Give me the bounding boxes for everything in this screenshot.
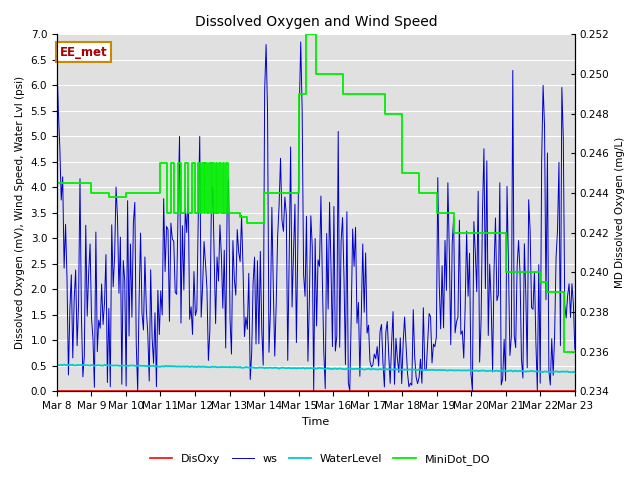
Legend: DisOxy, ws, WaterLevel, MiniDot_DO: DisOxy, ws, WaterLevel, MiniDot_DO	[145, 450, 495, 469]
Text: EE_met: EE_met	[60, 46, 107, 59]
DisOxy	[116, 388, 124, 394]
WaterLevel	[571, 369, 579, 375]
Y-axis label: MD Dissolved Oxygen (mg/L): MD Dissolved Oxygen (mg/L)	[615, 137, 625, 288]
MiniDot_DO	[53, 180, 61, 186]
Line: MiniDot_DO: MiniDot_DO	[57, 35, 575, 352]
MiniDot_DO	[150, 190, 157, 196]
DisOxy	[542, 388, 550, 394]
MiniDot_DO	[212, 160, 220, 166]
ws	[545, 368, 553, 373]
MiniDot_DO	[122, 190, 130, 196]
ws	[226, 316, 234, 322]
ws	[571, 347, 579, 352]
MiniDot_DO	[301, 32, 309, 37]
DisOxy	[234, 388, 241, 394]
MiniDot_DO	[571, 349, 579, 355]
DisOxy	[225, 388, 232, 394]
ws	[134, 388, 141, 394]
WaterLevel	[281, 365, 289, 371]
MiniDot_DO	[207, 210, 214, 216]
MiniDot_DO	[353, 91, 361, 96]
ws	[235, 249, 243, 255]
ws	[297, 39, 305, 45]
ws	[281, 194, 289, 200]
Y-axis label: Dissolved Oxygen (mV), Wind Speed, Water Lvl (psi): Dissolved Oxygen (mV), Wind Speed, Water…	[15, 76, 25, 349]
WaterLevel	[568, 370, 576, 375]
DisOxy	[571, 388, 579, 394]
DisOxy	[53, 388, 61, 394]
X-axis label: Time: Time	[302, 417, 330, 427]
ws	[53, 57, 61, 63]
WaterLevel	[543, 369, 551, 374]
DisOxy	[207, 388, 215, 394]
ws	[209, 184, 216, 190]
WaterLevel	[226, 364, 234, 370]
Line: ws: ws	[57, 42, 575, 391]
WaterLevel	[60, 361, 68, 367]
WaterLevel	[118, 363, 125, 369]
WaterLevel	[235, 365, 243, 371]
WaterLevel	[209, 364, 216, 370]
ws	[116, 234, 124, 240]
DisOxy	[280, 388, 287, 394]
WaterLevel	[53, 362, 61, 368]
Line: WaterLevel: WaterLevel	[57, 364, 575, 372]
MiniDot_DO	[519, 269, 527, 275]
MiniDot_DO	[561, 349, 568, 355]
Title: Dissolved Oxygen and Wind Speed: Dissolved Oxygen and Wind Speed	[195, 15, 437, 29]
